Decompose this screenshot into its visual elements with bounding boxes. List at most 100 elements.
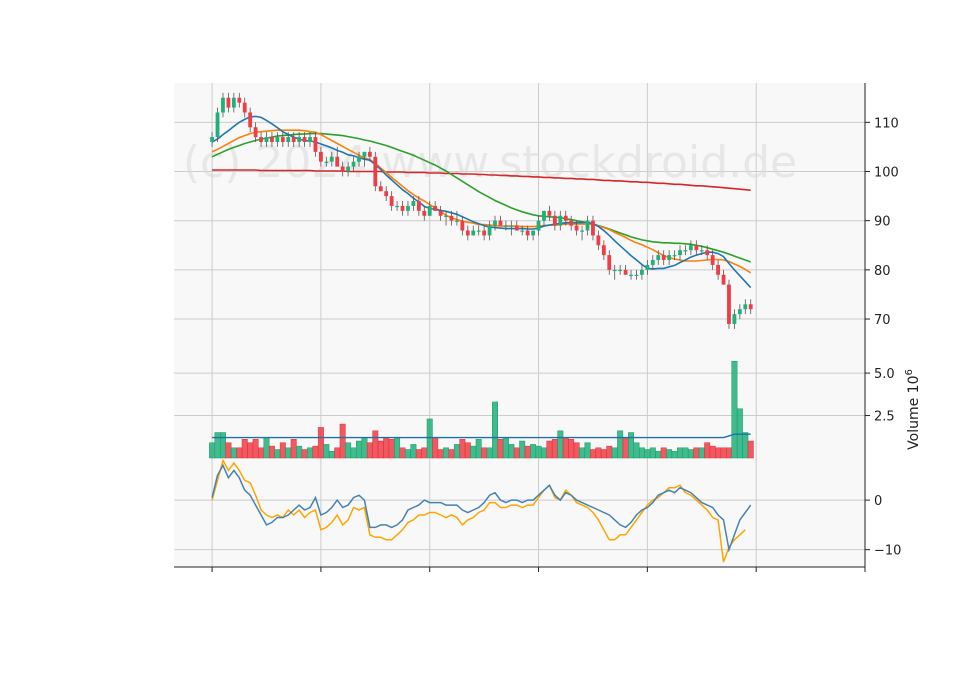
candle-body <box>455 220 459 222</box>
candle-body <box>389 196 394 206</box>
candle-body <box>221 97 225 113</box>
candle-up <box>585 215 590 236</box>
volume-bar <box>285 447 292 459</box>
volume-bar <box>334 447 341 459</box>
candle-body <box>612 269 617 272</box>
candle-up <box>743 299 748 315</box>
candle-body <box>329 156 334 162</box>
candle-body <box>667 255 672 261</box>
candle-down <box>422 205 427 221</box>
candle-body <box>482 230 487 236</box>
volume-bar <box>731 360 738 459</box>
volume-bar <box>720 447 727 459</box>
volume-panel <box>209 360 754 459</box>
volume-bar <box>388 439 395 459</box>
y-tick-label: 70 <box>874 313 891 328</box>
volume-bar <box>410 444 417 459</box>
candle-body <box>231 97 236 108</box>
candle-down <box>433 201 438 211</box>
price-panel <box>210 92 753 329</box>
volume-bar <box>263 437 270 459</box>
candle-body <box>716 264 720 275</box>
candle-up <box>672 250 677 261</box>
volume-bar <box>660 447 667 459</box>
candle-up <box>221 92 225 118</box>
volume-bar <box>606 445 613 459</box>
candle-up <box>503 220 508 231</box>
candle-up <box>210 132 214 147</box>
volume-bar <box>247 442 254 459</box>
candle-body <box>308 137 312 143</box>
candle-up <box>476 225 481 236</box>
candle-up <box>215 107 220 143</box>
candle-body <box>270 137 274 143</box>
volume-bar <box>399 447 406 459</box>
candle-body <box>520 230 525 232</box>
candle-up <box>645 260 650 275</box>
candle-up <box>618 264 623 275</box>
candle-up <box>688 240 693 256</box>
candle-down <box>601 240 606 261</box>
candle-body <box>721 274 726 285</box>
candle-down <box>607 250 612 275</box>
candle-up <box>634 269 639 280</box>
volume-bar <box>296 445 303 459</box>
volume-bar <box>209 442 216 459</box>
candle-body <box>406 205 410 211</box>
candle-down <box>563 210 568 226</box>
candle-down <box>552 210 557 231</box>
candle-up <box>699 245 704 256</box>
candle-body <box>509 225 514 227</box>
candle-body <box>384 191 389 197</box>
candle-down <box>237 92 242 108</box>
candle-down <box>313 132 318 157</box>
candle-body <box>242 102 247 113</box>
volume-bar <box>704 442 711 459</box>
candle-down <box>389 191 394 211</box>
candle-body <box>476 230 481 232</box>
candle-down <box>694 240 699 256</box>
candle-down <box>438 205 443 221</box>
candle-down <box>416 196 421 216</box>
volume-bar <box>502 437 509 459</box>
candle-body <box>574 225 579 231</box>
volume-bar <box>470 445 477 459</box>
y-tick-label: 80 <box>874 264 891 279</box>
volume-bar <box>486 447 493 459</box>
candle-body <box>351 161 356 167</box>
candle-body <box>237 97 242 103</box>
candle-down <box>721 269 726 285</box>
candle-body <box>319 151 323 162</box>
candle-down <box>280 132 285 147</box>
volume-bar <box>279 442 286 459</box>
volume-bar <box>377 440 384 459</box>
candle-body <box>585 220 590 231</box>
volume-bar <box>421 447 428 459</box>
volume-bar <box>475 439 482 459</box>
candle-body <box>542 210 546 221</box>
volume-bar <box>551 439 558 459</box>
volume-bar <box>628 432 635 459</box>
volume-bar <box>464 442 471 459</box>
volume-bar <box>236 447 243 459</box>
candle-down <box>591 215 595 241</box>
volume-bar <box>252 439 259 459</box>
candle-down <box>514 220 519 231</box>
candle-up <box>629 269 633 280</box>
volume-bar <box>524 445 531 459</box>
candle-down <box>596 230 601 251</box>
candle-up <box>427 201 432 216</box>
volume-bar <box>317 427 324 459</box>
candle-up <box>580 225 584 241</box>
candle-up <box>531 230 536 241</box>
volume-bar <box>568 439 575 459</box>
candle-body <box>699 250 704 252</box>
candle-body <box>422 210 427 216</box>
candle-down <box>705 245 710 261</box>
candle-body <box>596 235 601 246</box>
candle-down <box>335 146 340 167</box>
candle-up <box>324 156 329 167</box>
volume-bar <box>519 440 526 459</box>
volume-bar <box>404 449 411 459</box>
volume-bar <box>437 449 444 459</box>
